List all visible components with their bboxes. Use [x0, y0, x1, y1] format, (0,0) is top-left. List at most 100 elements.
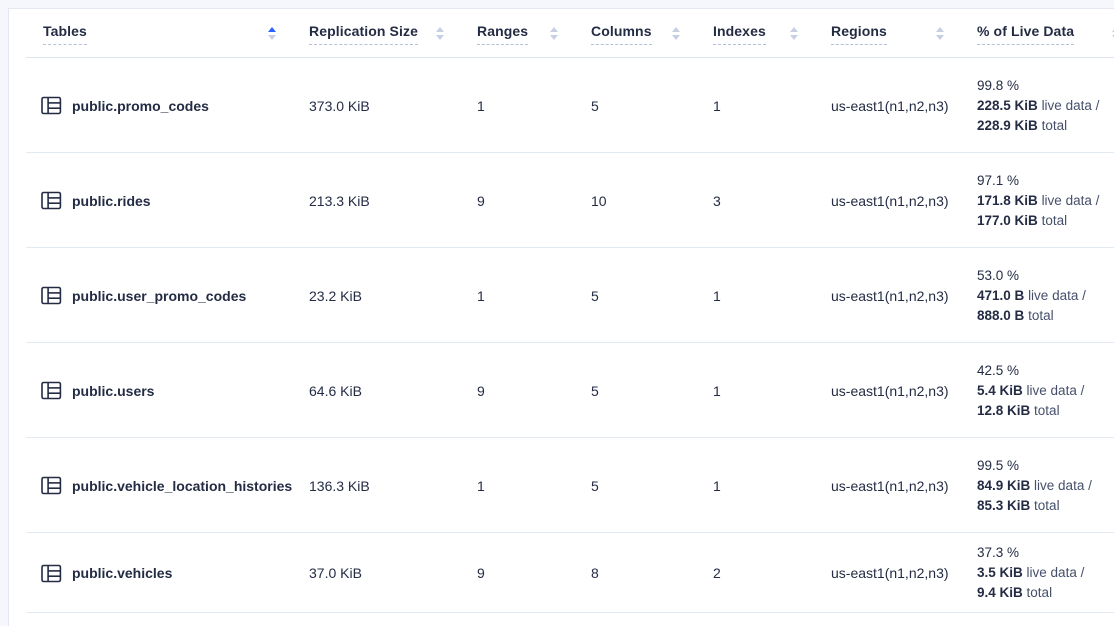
live-data-percent: 53.0 % — [977, 267, 1020, 283]
live-data-percent: 99.8 % — [977, 77, 1020, 93]
table-row[interactable]: public.vehicles 37.0 KiB 9 8 2 us-east1(… — [9, 533, 1114, 613]
table-name-link[interactable]: public.users — [72, 382, 155, 399]
live-data-cell: 42.5 % 5.4 KiB live data / 12.8 KiB tota… — [960, 343, 1114, 438]
regions-cell: us-east1(n1,n2,n3) — [831, 287, 949, 304]
columns-cell: 5 — [591, 382, 599, 399]
column-header-columns[interactable]: Columns — [574, 9, 696, 58]
live-data-percent: 42.5 % — [977, 362, 1020, 378]
table-icon — [41, 564, 62, 583]
total-data-size: 85.3 KiB total — [977, 497, 1060, 513]
live-data-size: 5.4 KiB live data / — [977, 382, 1085, 398]
sort-icon[interactable] — [790, 27, 798, 40]
table-row[interactable]: public.rides 213.3 KiB 9 10 3 us-east1(n… — [9, 153, 1114, 248]
table-icon — [41, 476, 62, 495]
live-data-size: 84.9 KiB live data / — [977, 477, 1092, 493]
table-icon — [41, 191, 62, 210]
table-row[interactable]: public.promo_codes 373.0 KiB 1 5 1 us-ea… — [9, 58, 1114, 153]
columns-cell: 5 — [591, 97, 599, 114]
indexes-cell: 2 — [713, 565, 721, 581]
replication-size-cell: 213.3 KiB — [309, 192, 370, 209]
table-name-link[interactable]: public.user_promo_codes — [72, 287, 247, 304]
table-header-row: Tables Replication Size Ranges Columns I… — [9, 9, 1114, 58]
column-header-replication-size[interactable]: Replication Size — [292, 9, 460, 58]
ranges-cell: 1 — [477, 477, 485, 494]
column-header-label[interactable]: % of Live Data — [977, 23, 1075, 45]
sort-asc-icon — [268, 27, 276, 32]
sort-desc-icon — [1112, 35, 1114, 40]
sort-asc-icon — [1112, 27, 1114, 32]
sort-icon[interactable] — [936, 27, 944, 40]
indexes-cell: 1 — [713, 97, 721, 114]
total-data-size: 9.4 KiB total — [977, 585, 1053, 600]
live-data-percent: 97.1 % — [977, 172, 1020, 188]
indexes-cell: 1 — [713, 287, 721, 304]
columns-cell: 10 — [591, 192, 607, 209]
table-name-link[interactable]: public.vehicle_location_histories — [72, 477, 292, 494]
column-header-label[interactable]: Tables — [43, 23, 87, 45]
sort-asc-icon — [790, 27, 798, 32]
table-icon — [41, 96, 62, 115]
table-name-link[interactable]: public.rides — [72, 192, 151, 209]
column-header-label[interactable]: Columns — [591, 23, 652, 45]
sort-icon[interactable] — [672, 27, 680, 40]
column-header-label[interactable]: Replication Size — [309, 23, 418, 45]
columns-cell: 5 — [591, 287, 599, 304]
column-header-regions[interactable]: Regions — [814, 9, 960, 58]
regions-cell: us-east1(n1,n2,n3) — [831, 192, 949, 209]
ranges-cell: 1 — [477, 287, 485, 304]
replication-size-cell: 136.3 KiB — [309, 477, 370, 494]
ranges-cell: 9 — [477, 565, 485, 581]
sort-asc-icon — [550, 27, 558, 32]
column-header-label[interactable]: Ranges — [477, 23, 529, 45]
column-header-tables[interactable]: Tables — [9, 9, 292, 58]
indexes-cell: 3 — [713, 192, 721, 209]
replication-size-cell: 23.2 KiB — [309, 287, 362, 304]
table-name-link[interactable]: public.vehicles — [72, 565, 173, 581]
table-name-link[interactable]: public.promo_codes — [72, 97, 209, 114]
live-data-percent: 99.5 % — [977, 457, 1020, 473]
sort-icon[interactable] — [1112, 27, 1114, 40]
replication-size-cell: 37.0 KiB — [309, 565, 362, 581]
table-body: public.promo_codes 373.0 KiB 1 5 1 us-ea… — [9, 58, 1114, 613]
table-row[interactable]: public.user_promo_codes 23.2 KiB 1 5 1 u… — [9, 248, 1114, 343]
total-data-size: 228.9 KiB total — [977, 117, 1068, 133]
sort-asc-icon — [436, 27, 444, 32]
ranges-cell: 1 — [477, 97, 485, 114]
sort-desc-icon — [936, 35, 944, 40]
tables-card: Tables Replication Size Ranges Columns I… — [8, 8, 1114, 626]
replication-size-cell: 64.6 KiB — [309, 382, 362, 399]
live-data-cell: 99.8 % 228.5 KiB live data / 228.9 KiB t… — [960, 58, 1114, 153]
sort-desc-icon — [268, 35, 276, 40]
column-header-ranges[interactable]: Ranges — [460, 9, 574, 58]
sort-desc-icon — [790, 35, 798, 40]
table-name-cell: public.vehicle_location_histories — [9, 438, 292, 533]
ranges-cell: 9 — [477, 192, 485, 209]
live-data-cell: 37.3 % 3.5 KiB live data / 9.4 KiB total — [960, 533, 1114, 613]
sort-asc-icon — [672, 27, 680, 32]
live-data-size: 3.5 KiB live data / — [977, 565, 1085, 580]
sort-icon[interactable] — [436, 27, 444, 40]
sort-desc-icon — [550, 35, 558, 40]
indexes-cell: 1 — [713, 382, 721, 399]
table-row[interactable]: public.vehicle_location_histories 136.3 … — [9, 438, 1114, 533]
regions-cell: us-east1(n1,n2,n3) — [831, 477, 949, 494]
column-header-label[interactable]: Indexes — [713, 23, 766, 45]
total-data-size: 888.0 B total — [977, 307, 1054, 323]
column-header-indexes[interactable]: Indexes — [696, 9, 814, 58]
sort-icon[interactable] — [268, 27, 276, 40]
column-header-of-live-data[interactable]: % of Live Data — [960, 9, 1114, 58]
live-data-percent: 37.3 % — [977, 545, 1020, 560]
sort-desc-icon — [436, 35, 444, 40]
live-data-size: 171.8 KiB live data / — [977, 192, 1100, 208]
sort-icon[interactable] — [550, 27, 558, 40]
sort-desc-icon — [672, 35, 680, 40]
column-header-label[interactable]: Regions — [831, 23, 887, 45]
live-data-size: 228.5 KiB live data / — [977, 97, 1100, 113]
live-data-cell: 97.1 % 171.8 KiB live data / 177.0 KiB t… — [960, 153, 1114, 248]
sort-asc-icon — [936, 27, 944, 32]
table-row[interactable]: public.users 64.6 KiB 9 5 1 us-east1(n1,… — [9, 343, 1114, 438]
live-data-cell: 99.5 % 84.9 KiB live data / 85.3 KiB tot… — [960, 438, 1114, 533]
table-name-cell: public.vehicles — [9, 533, 292, 613]
table-name-cell: public.rides — [9, 153, 292, 248]
live-data-cell: 53.0 % 471.0 B live data / 888.0 B total — [960, 248, 1114, 343]
